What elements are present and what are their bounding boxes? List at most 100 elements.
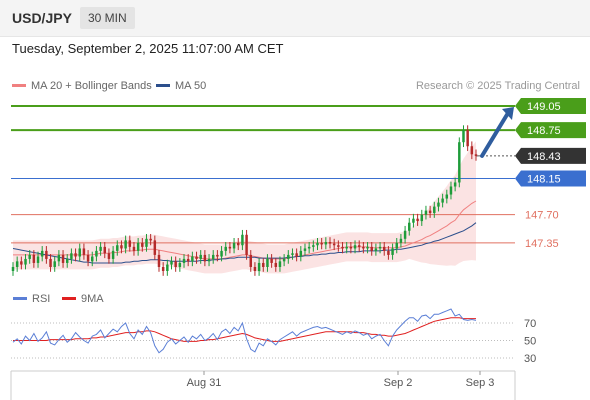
candle-body xyxy=(424,210,428,215)
candle-body xyxy=(36,256,40,263)
legend-ma20-label: MA 20 + Bollinger Bands xyxy=(31,80,152,92)
candle-body xyxy=(182,258,186,263)
candle-body xyxy=(174,261,177,267)
rsi-line xyxy=(12,308,477,354)
candle-body xyxy=(82,248,86,255)
candle-body xyxy=(466,130,469,147)
candle-body xyxy=(86,254,90,262)
candle-body xyxy=(370,246,373,251)
candle-body xyxy=(78,248,81,257)
candle-body xyxy=(412,218,415,223)
candle-body xyxy=(241,234,244,246)
symbol-label: USD/JPY xyxy=(12,10,72,26)
candle-body xyxy=(291,253,294,255)
candle-body xyxy=(28,254,31,259)
candle-body xyxy=(391,248,394,255)
candle-body xyxy=(74,253,77,257)
rsi-panel: 70 50 30 RSI 9MA xyxy=(11,293,536,365)
candle-body xyxy=(449,186,453,195)
candle-body xyxy=(207,258,211,262)
9ma-legend-label: 9MA xyxy=(81,293,104,305)
candle-body xyxy=(157,254,161,267)
candle-body xyxy=(224,246,227,251)
level-tag-148.15 xyxy=(515,170,586,187)
candle-body xyxy=(282,258,286,262)
candle-body xyxy=(257,262,261,271)
candle-body xyxy=(437,202,440,207)
legend-ma50: MA 50 xyxy=(156,80,206,92)
ma20-line xyxy=(13,200,477,260)
candle-body xyxy=(387,250,390,255)
candle-body xyxy=(433,206,436,214)
candle-body xyxy=(191,256,194,262)
candle-body xyxy=(170,261,173,265)
candle-body xyxy=(40,250,44,257)
ma50-line xyxy=(12,222,477,264)
candle-body xyxy=(270,258,273,263)
candle-body xyxy=(53,261,56,267)
price-labels-layer: 149.05 148.75 148.43 148.15 147.70 147.35 xyxy=(515,98,586,250)
candle-body xyxy=(403,230,407,239)
candle-body xyxy=(399,238,403,243)
candle-body xyxy=(366,246,369,249)
candle-body xyxy=(178,262,182,267)
candle-body xyxy=(320,242,323,245)
candle-body xyxy=(353,245,357,249)
time-tick-label: Sep 2 xyxy=(384,377,413,389)
time-tick-label: Aug 31 xyxy=(187,377,222,389)
candle-body xyxy=(362,246,365,249)
candle-body xyxy=(349,246,353,249)
chart-header: USD/JPY 30 MIN xyxy=(0,0,590,37)
rsi-tick-50: 50 xyxy=(524,336,536,348)
candle-body xyxy=(312,245,315,247)
candle-body xyxy=(132,246,136,251)
level-tag-148.75 xyxy=(515,122,586,139)
candle-body xyxy=(458,142,461,183)
candle-body xyxy=(303,248,307,251)
credit-text: Research © 2025 Trading Central xyxy=(415,80,580,92)
candle-body xyxy=(470,146,474,155)
candle-body xyxy=(166,264,169,271)
candle-body xyxy=(111,250,115,259)
candle-body xyxy=(287,254,290,259)
candle-body xyxy=(332,243,336,246)
level-label-148.43: 148.43 xyxy=(527,151,561,163)
candle-body xyxy=(245,234,248,255)
candle-body xyxy=(91,256,94,262)
candle-body xyxy=(341,246,344,249)
bollinger-band xyxy=(13,141,476,274)
candle-body xyxy=(24,258,27,265)
candle-body xyxy=(211,254,215,259)
candle-body xyxy=(249,254,252,267)
candle-body xyxy=(99,246,102,251)
level-label-148.75: 148.75 xyxy=(527,125,561,137)
candle-body xyxy=(136,242,140,251)
rsi-9ma-line xyxy=(13,317,476,342)
candle-body xyxy=(216,254,219,257)
level-label-148.15: 148.15 xyxy=(527,173,561,185)
level-label-147.35: 147.35 xyxy=(525,238,559,250)
candle-body xyxy=(45,250,48,259)
legend-ma20: MA 20 + Bollinger Bands xyxy=(12,80,152,92)
candle-body xyxy=(328,242,332,244)
bollinger-band-layer xyxy=(13,141,476,274)
timeframe-button[interactable]: 30 MIN xyxy=(80,7,135,29)
candle-body xyxy=(107,253,111,259)
legend-ma50-label: MA 50 xyxy=(175,80,207,92)
time-axis: Aug 31 Sep 2 Sep 3 xyxy=(10,370,516,400)
candles-layer xyxy=(11,125,478,276)
candle-body xyxy=(232,242,236,249)
candle-body xyxy=(161,266,165,271)
candle-body xyxy=(316,242,319,246)
candle-body xyxy=(274,262,278,267)
candle-body xyxy=(441,198,444,203)
candle-body xyxy=(428,210,432,214)
candle-body xyxy=(253,266,257,271)
candle-body xyxy=(462,130,465,143)
candle-body xyxy=(307,246,311,249)
level-label-147.70: 147.70 xyxy=(525,210,559,222)
arrow-head xyxy=(502,107,514,120)
candle-body xyxy=(374,248,378,251)
level-label-149.05: 149.05 xyxy=(527,101,561,113)
